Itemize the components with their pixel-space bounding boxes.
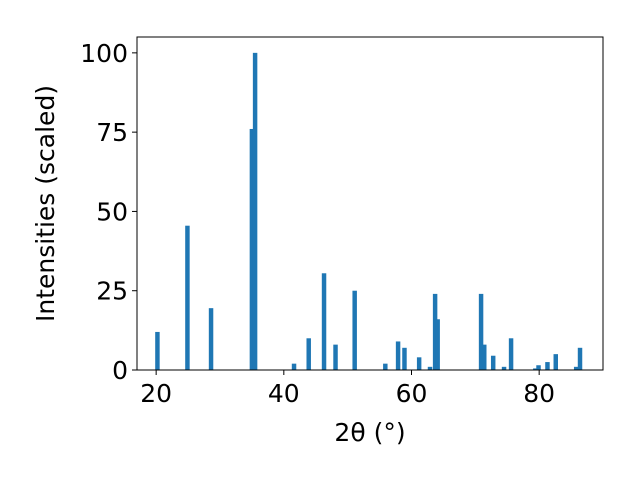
bar [402, 347, 407, 370]
bar [478, 293, 484, 370]
bar [577, 347, 583, 370]
bar [306, 338, 311, 370]
bar [416, 357, 422, 370]
x-tick-label: 80 [523, 379, 555, 408]
bars-group [155, 52, 583, 370]
bar [321, 273, 327, 370]
bar [432, 293, 438, 370]
bar [383, 363, 388, 370]
bar [208, 308, 214, 370]
bar [435, 319, 440, 370]
bar [185, 225, 190, 370]
y-tick-label: 0 [112, 356, 128, 385]
plot-frame [136, 36, 604, 371]
x-axis-label: 2θ (°) [334, 418, 405, 447]
bar [333, 344, 338, 370]
x-axis: 20 40 60 80 [140, 370, 555, 408]
x-tick-label: 40 [268, 379, 300, 408]
y-tick-label: 25 [96, 277, 128, 306]
bar [291, 363, 297, 370]
bar [501, 366, 507, 370]
bar [536, 365, 541, 370]
bar [508, 338, 514, 370]
bar [482, 344, 487, 370]
bar [573, 366, 579, 370]
bar [395, 341, 401, 370]
bar [490, 355, 496, 370]
y-axis: 0 25 50 75 100 [80, 39, 137, 385]
y-tick-label: 100 [80, 39, 128, 68]
y-tick-label: 75 [96, 118, 128, 147]
bar [249, 128, 255, 370]
y-axis-label: Intensities (scaled) [31, 85, 60, 322]
bar [352, 290, 357, 370]
bar [155, 331, 160, 370]
x-tick-label: 20 [140, 379, 172, 408]
bar [252, 52, 258, 370]
x-tick-label: 60 [396, 379, 428, 408]
bar [533, 368, 538, 370]
bar [545, 362, 550, 370]
y-tick-label: 50 [96, 197, 128, 226]
bar [427, 366, 433, 370]
bar [553, 354, 558, 370]
